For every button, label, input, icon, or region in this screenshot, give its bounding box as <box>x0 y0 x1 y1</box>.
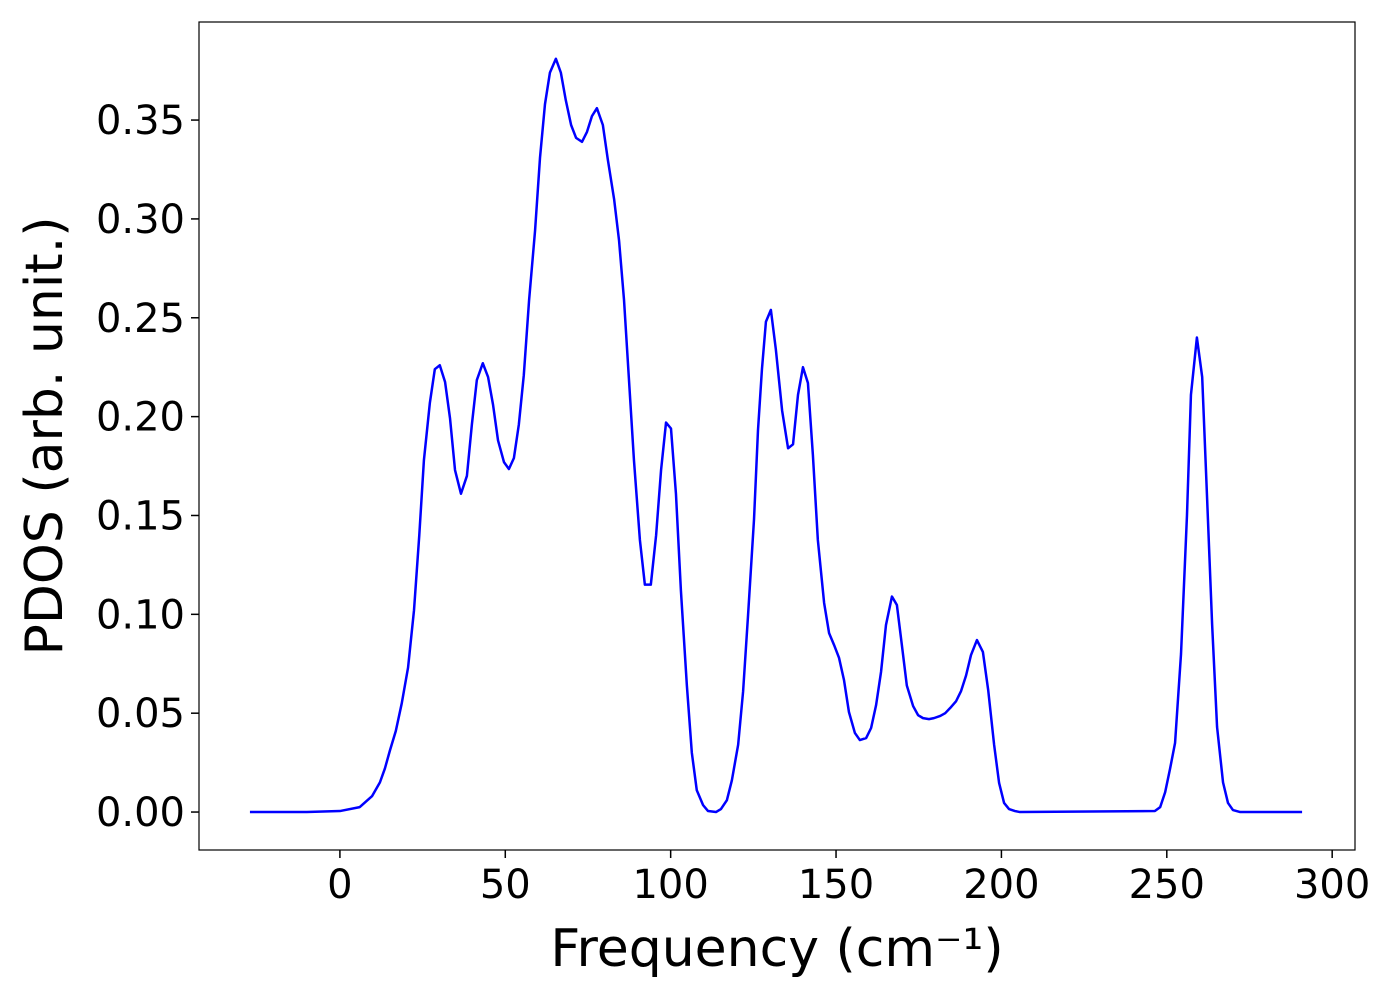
plot-area <box>199 22 1355 850</box>
axes-frame <box>198 21 1356 851</box>
y-tick-label: 0.35 <box>96 98 185 144</box>
y-tick-label: 0.25 <box>96 296 185 342</box>
x-tick-label: 100 <box>632 862 708 908</box>
y-tick-label: 0.20 <box>96 395 185 441</box>
x-axis-label: Frequency (cm⁻¹) <box>550 919 1003 979</box>
x-tick-label: 300 <box>1294 862 1370 908</box>
y-tick-label: 0.30 <box>96 197 185 243</box>
y-tick-label: 0.05 <box>96 691 185 737</box>
x-tick-label: 150 <box>798 862 874 908</box>
y-tick-label: 0.15 <box>96 493 185 539</box>
y-axis-label: PDOS (arb. unit.) <box>15 216 75 655</box>
y-tick-label: 0.00 <box>96 790 185 836</box>
y-tick-label: 0.10 <box>96 592 185 638</box>
data-line <box>249 57 1303 814</box>
x-tick-label: 250 <box>1129 862 1205 908</box>
x-tick-label: 0 <box>327 862 352 908</box>
x-tick-label: 50 <box>480 862 531 908</box>
x-tick-label: 200 <box>963 862 1039 908</box>
